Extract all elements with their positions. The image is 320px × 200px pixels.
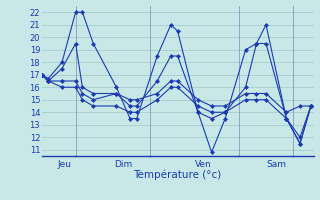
Text: Sam: Sam [266, 160, 286, 169]
Text: Dim: Dim [114, 160, 132, 169]
Text: Jeu: Jeu [58, 160, 72, 169]
X-axis label: Température (°c): Température (°c) [133, 170, 222, 180]
Text: Ven: Ven [195, 160, 212, 169]
